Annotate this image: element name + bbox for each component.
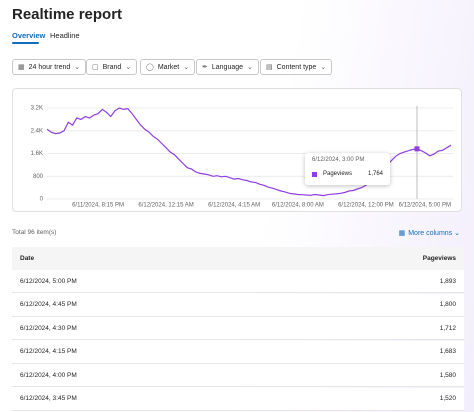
filter-button[interactable]: ◯ Market ⌄ [140,59,196,75]
table-row: 6/12/2024, 4:15 PM 1,683 [12,340,464,364]
filter-label[interactable]: Language [211,63,244,71]
filter-button[interactable]: ▦ 24 hour trend ⌄ [12,59,87,75]
line-series [46,107,452,197]
tooltip-swatch [312,172,317,177]
table-cell: 6/12/2024, 4:45 PM [20,301,77,308]
x-tick-label: 6/12/2024, 12:15 AM [138,203,193,209]
y-tick-label: 2.4K [31,128,43,134]
y-tick-label: 0 [40,197,44,203]
table-cell: 1,893 [439,277,456,285]
column-header[interactable]: Date [20,255,35,262]
tab-underline [12,42,39,44]
x-tick-label: 6/12/2024, 12:00 PM [338,203,394,209]
y-tick-label: 3.2K [31,106,43,112]
table-cell: 1,800 [439,301,456,308]
filter-label[interactable]: Market [157,63,180,71]
filter-label[interactable]: Brand [102,63,122,71]
x-tick-label: 6/12/2024, 8:00 AM [272,203,324,209]
column-header[interactable]: Pageviews [422,255,456,262]
filter-icon: ✒ [202,64,208,71]
table-row: 6/12/2024, 4:30 PM 1,712 [12,317,464,340]
filter-icon: ▦ [18,64,25,71]
table-row: 6/12/2024, 3:45 PM 1,520 [12,387,464,411]
tooltip-series: Pageviews [323,171,353,177]
table-cell: 6/12/2024, 4:00 PM [20,371,77,379]
filter-button[interactable]: ▢ Brand ⌄ [86,59,138,75]
more-columns[interactable]: ▦ More columns ⌄ [398,230,460,237]
filter-icon: ◯ [146,64,154,71]
table-header: Date Pageviews [12,247,464,270]
filter-label[interactable]: 24 hour trend [28,63,71,71]
tab[interactable]: Overview [12,31,46,40]
total-count: Total 96 item(s) [12,229,57,236]
hover-point [414,146,420,152]
table-row: 6/12/2024, 4:00 PM 1,580 [12,364,464,387]
table-cell: 1,520 [439,395,456,402]
tooltip-value: 1,764 [367,171,383,177]
x-tick-label: 6/12/2024, 5:00 PM [399,203,451,209]
chart: 0 800 1.6K 2.4K 3.2K 6/11/2024, 8:15 PM 6/12/2… [31,106,453,209]
table-cell: 6/12/2024, 3:45 PM [20,395,77,402]
filter-button[interactable]: ▤ Content type ⌄ [260,59,333,75]
x-tick-label: 6/12/2024, 4:15 AM [208,203,260,209]
table-row: 6/12/2024, 4:45 PM 1,800 [12,293,464,317]
tab[interactable]: Headline [50,31,80,40]
filter-chevron: ⌄ [247,64,253,71]
table-cell: 6/12/2024, 5:00 PM [20,277,77,285]
table-cell: 6/12/2024, 4:15 PM [20,348,77,355]
page-title: Realtime report [12,6,123,23]
table-row: 6/12/2024, 5:00 PM 1,893 [12,270,464,293]
table-cell: 6/12/2024, 4:30 PM [20,324,77,332]
tooltip: 6/12/2024, 3:00 PM Pageviews 1,764 [305,153,390,185]
filter-chevron: ⌄ [74,64,81,71]
table-cell: 1,580 [439,371,456,379]
filter-chevron: ⌄ [320,64,327,71]
filter-icon: ▢ [92,64,99,71]
y-tick-label: 800 [33,174,44,180]
y-tick-label: 1.6K [31,151,43,157]
filter-chevron: ⌄ [125,64,132,71]
x-tick-label: 6/11/2024, 8:15 PM [72,203,124,209]
filter-label[interactable]: Content type [276,63,317,71]
filter-chevron: ⌄ [183,64,190,71]
table-cell: 1,712 [439,324,456,332]
filter-icon: ▤ [266,64,273,71]
more-columns-label[interactable]: More columns [408,230,453,237]
chart-card: 0 800 1.6K 2.4K 3.2K 6/11/2024, 8:15 PM 6/12/2… [12,88,462,212]
filter-button[interactable]: ✒ Language ⌄ [196,59,259,75]
tooltip-date: 6/12/2024, 3:00 PM [312,157,365,163]
table-cell: 1,683 [439,348,456,355]
